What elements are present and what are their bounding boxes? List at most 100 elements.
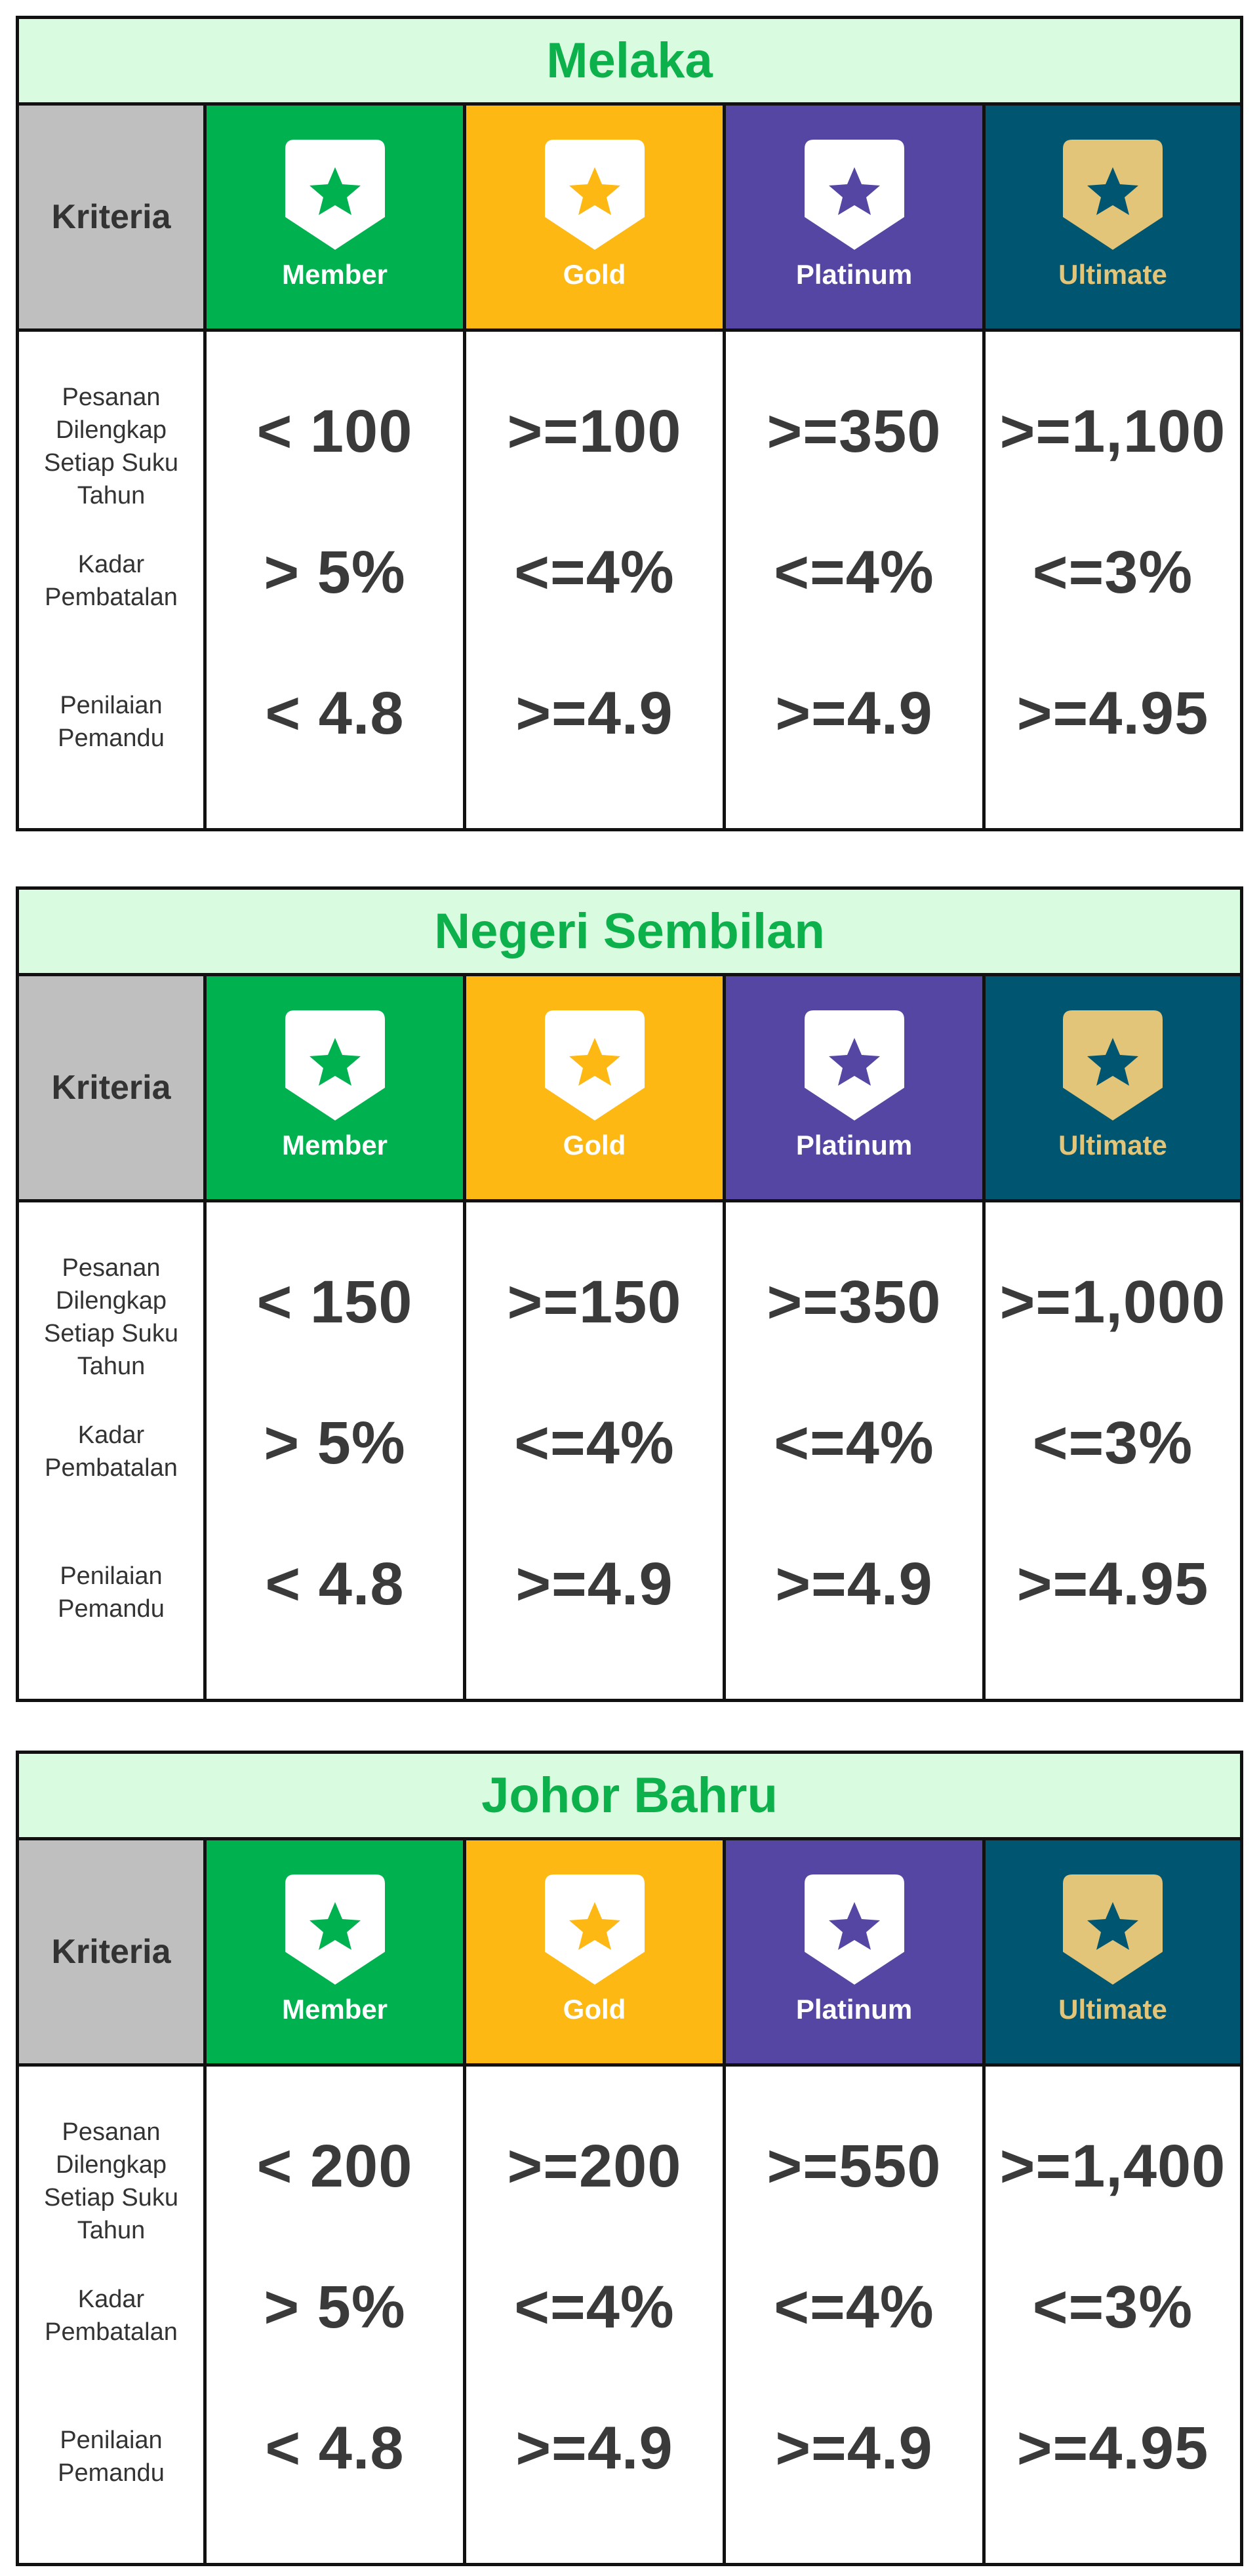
criteria-label-orders: Pesanan Dilengkap Setiap Suku Tahun	[44, 2118, 178, 2244]
value-cell: >=4.9	[515, 680, 673, 747]
tier-header-ultimate: Ultimate	[986, 976, 1240, 1199]
star-badge-icon	[285, 140, 385, 250]
kriteria-header: Kriteria	[19, 1840, 207, 2063]
value-cell: <=3%	[1032, 2274, 1193, 2341]
tier-header-member: Member	[207, 1840, 466, 2063]
value-cell: < 100	[256, 398, 413, 465]
value-cell: >=4.95	[1016, 2415, 1209, 2482]
value-cell: >=350	[767, 1269, 942, 1336]
table-body: Pesanan Dilengkap Setiap Suku Tahun Kada…	[19, 2067, 1240, 2563]
tier-column-platinum: >=350 <=4% >=4.9	[726, 1202, 986, 1699]
tier-column-ultimate: >=1,100 <=3% >=4.95	[986, 332, 1240, 828]
value-cell: >=350	[767, 398, 942, 465]
star-badge-icon	[285, 1874, 385, 1985]
criteria-table-negeri-sembilan: Negeri Sembilan Kriteria Member Gold	[16, 886, 1243, 1702]
tier-header-ultimate: Ultimate	[986, 106, 1240, 328]
tier-header-member: Member	[207, 976, 466, 1199]
tier-label: Member	[281, 259, 388, 290]
table-title: Negeri Sembilan	[19, 890, 1240, 976]
value-cell: <=4%	[514, 1410, 675, 1476]
kriteria-header: Kriteria	[19, 106, 207, 328]
star-badge-icon	[544, 1874, 645, 1985]
value-cell: >=1,100	[999, 398, 1226, 465]
criteria-column: Pesanan Dilengkap Setiap Suku Tahun Kada…	[19, 2067, 207, 2563]
table-title: Johor Bahru	[19, 1754, 1240, 1840]
tier-header-gold: Gold	[466, 976, 726, 1199]
table-header-row: Kriteria Member Gold	[19, 106, 1240, 332]
star-badge-icon	[804, 140, 904, 250]
value-cell: > 5%	[264, 539, 406, 606]
tier-label: Member	[281, 1130, 388, 1160]
star-badge-icon	[1063, 140, 1163, 250]
criteria-label-cancellation: Kadar Pembatalan	[45, 551, 178, 611]
value-cell: >=4.9	[775, 1551, 933, 1617]
value-cell: >=1,000	[999, 1269, 1226, 1336]
value-cell: >=4.9	[775, 680, 933, 747]
criteria-label-rating: Penilaian Pemandu	[58, 2427, 165, 2487]
star-badge-icon	[544, 1010, 645, 1120]
tier-header-ultimate: Ultimate	[986, 1840, 1240, 2063]
value-cell: <=4%	[774, 2274, 934, 2341]
tier-label: Ultimate	[1058, 259, 1167, 290]
tier-column-gold: >=100 <=4% >=4.9	[466, 332, 726, 828]
star-badge-icon	[1063, 1010, 1163, 1120]
table-header-row: Kriteria Member Gold	[19, 1840, 1240, 2067]
tier-label: Ultimate	[1058, 1994, 1167, 2025]
value-cell: > 5%	[264, 1410, 406, 1476]
value-cell: >=4.9	[515, 1551, 673, 1617]
value-cell: >=4.95	[1016, 680, 1209, 747]
tier-column-member: < 200 > 5% < 4.8	[207, 2067, 466, 2563]
value-cell: <=4%	[774, 539, 934, 606]
tier-label: Ultimate	[1058, 1130, 1167, 1160]
value-cell: < 4.8	[265, 2415, 405, 2482]
value-cell: >=1,400	[999, 2133, 1226, 2200]
tier-label: Platinum	[795, 1130, 913, 1160]
tier-header-gold: Gold	[466, 1840, 726, 2063]
criteria-table-johor-bahru: Johor Bahru Kriteria Member Gold	[16, 1751, 1243, 2566]
criteria-label-rating: Penilaian Pemandu	[58, 692, 165, 752]
criteria-column: Pesanan Dilengkap Setiap Suku Tahun Kada…	[19, 1202, 207, 1699]
value-cell: < 150	[256, 1269, 413, 1336]
criteria-label-orders: Pesanan Dilengkap Setiap Suku Tahun	[44, 1254, 178, 1380]
tier-header-platinum: Platinum	[726, 1840, 986, 2063]
tier-column-gold: >=150 <=4% >=4.9	[466, 1202, 726, 1699]
tier-column-member: < 100 > 5% < 4.8	[207, 332, 466, 828]
value-cell: >=4.95	[1016, 1551, 1209, 1617]
tier-label: Member	[281, 1994, 388, 2025]
tier-label: Gold	[563, 1994, 626, 2025]
criteria-label-rating: Penilaian Pemandu	[58, 1562, 165, 1623]
tier-column-gold: >=200 <=4% >=4.9	[466, 2067, 726, 2563]
value-cell: >=550	[767, 2133, 942, 2200]
tier-header-gold: Gold	[466, 106, 726, 328]
tier-header-member: Member	[207, 106, 466, 328]
value-cell: <=4%	[774, 1410, 934, 1476]
tier-column-member: < 150 > 5% < 4.8	[207, 1202, 466, 1699]
value-cell: >=100	[507, 398, 682, 465]
table-title: Melaka	[19, 19, 1240, 106]
tier-column-ultimate: >=1,000 <=3% >=4.95	[986, 1202, 1240, 1699]
star-badge-icon	[544, 140, 645, 250]
value-cell: >=4.9	[515, 2415, 673, 2482]
value-cell: >=200	[507, 2133, 682, 2200]
kriteria-header: Kriteria	[19, 976, 207, 1199]
value-cell: <=3%	[1032, 1410, 1193, 1476]
tier-label: Platinum	[795, 1994, 913, 2025]
value-cell: >=4.9	[775, 2415, 933, 2482]
tier-column-ultimate: >=1,400 <=3% >=4.95	[986, 2067, 1240, 2563]
tier-column-platinum: >=350 <=4% >=4.9	[726, 332, 986, 828]
value-cell: <=4%	[514, 2274, 675, 2341]
tier-label: Gold	[563, 1130, 626, 1160]
value-cell: < 200	[256, 2133, 413, 2200]
value-cell: > 5%	[264, 2274, 406, 2341]
table-body: Pesanan Dilengkap Setiap Suku Tahun Kada…	[19, 1202, 1240, 1699]
table-header-row: Kriteria Member Gold	[19, 976, 1240, 1202]
star-badge-icon	[804, 1010, 904, 1120]
tier-label: Platinum	[795, 259, 913, 290]
criteria-column: Pesanan Dilengkap Setiap Suku Tahun Kada…	[19, 332, 207, 828]
tier-label: Gold	[563, 259, 626, 290]
star-badge-icon	[1063, 1874, 1163, 1985]
value-cell: <=3%	[1032, 539, 1193, 606]
value-cell: < 4.8	[265, 1551, 405, 1617]
table-body: Pesanan Dilengkap Setiap Suku Tahun Kada…	[19, 332, 1240, 828]
